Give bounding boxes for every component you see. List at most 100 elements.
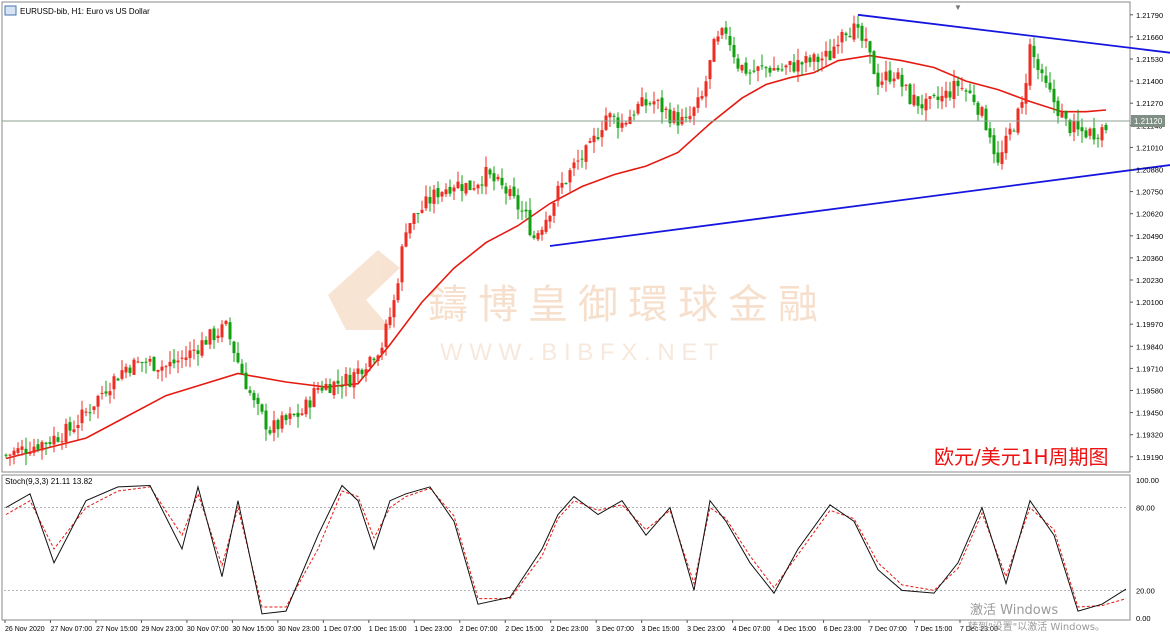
candle-bear [292, 414, 296, 416]
candle-bear [516, 195, 520, 210]
y-tick-label: 1.21400 [1136, 77, 1163, 86]
candle-bull [312, 388, 316, 407]
candle-bull [76, 425, 80, 429]
candle-bear [748, 72, 752, 74]
stoch-y-tick-label: 20.00 [1136, 586, 1155, 595]
candle-bull [716, 36, 720, 42]
candle-bear [948, 91, 952, 98]
current-price-tag [1131, 115, 1165, 127]
candle-bear [504, 186, 508, 194]
candle-bear [564, 183, 568, 185]
candle-bear [868, 41, 872, 53]
candle-bear [936, 96, 940, 101]
candle-bear [240, 363, 244, 374]
candle-bull [960, 87, 964, 89]
candle-bull [120, 370, 124, 379]
candle-bull [1072, 121, 1076, 133]
y-tick-label: 1.21790 [1136, 11, 1163, 20]
x-tick-label: 3 Dec 23:00 [687, 626, 725, 633]
candle-bull [592, 135, 596, 143]
candle-bear [520, 210, 524, 212]
candle-bear [252, 392, 256, 401]
candle-bull [624, 122, 628, 125]
candle-bull [544, 219, 548, 232]
stoch-y-tick-label: 80.00 [1136, 504, 1155, 513]
candle-bear [128, 367, 132, 374]
candle-bear [172, 359, 176, 364]
candle-bull [444, 189, 448, 195]
window-title: EURUSD-bib, H1: Euro vs US Dollar [20, 7, 150, 16]
candle-bull [20, 446, 24, 450]
candle-bull [852, 23, 856, 40]
candle-bull [124, 366, 128, 373]
y-tick-label: 1.21530 [1136, 55, 1163, 64]
candle-bear [760, 65, 764, 67]
candle-bear [1012, 130, 1016, 132]
candle-bull [156, 369, 160, 372]
candle-bull [148, 358, 152, 362]
candle-bear [336, 380, 340, 384]
candle-bull [772, 68, 776, 71]
x-tick-label: 3 Dec 15:00 [642, 626, 680, 633]
candle-bear [732, 44, 736, 58]
candle-bull [1088, 128, 1092, 136]
candle-bull [380, 347, 384, 354]
candle-bear [816, 56, 820, 63]
candle-bear [68, 422, 72, 431]
candle-bear [236, 352, 240, 363]
candle-bull [552, 203, 556, 216]
candle-bull [136, 361, 140, 363]
candle-bear [348, 374, 352, 387]
candle-bull [92, 406, 96, 411]
y-tick-label: 1.20360 [1136, 254, 1163, 263]
y-tick-label: 1.21660 [1136, 33, 1163, 42]
candle-bull [272, 420, 276, 433]
candle-bear [800, 62, 804, 65]
candle-bull [456, 181, 460, 189]
candle-bull [924, 98, 928, 111]
trendline-lower[interactable] [549, 159, 1170, 247]
activation-line1: 激活 Windows [970, 603, 1058, 618]
candle-bull [8, 454, 12, 456]
candle-bear [992, 135, 996, 155]
candle-bull [928, 96, 932, 99]
candle-bull [608, 113, 612, 118]
candle-bear [1056, 100, 1060, 116]
candle-bull [572, 162, 576, 169]
candle-bull [892, 78, 896, 82]
candle-bull [864, 38, 868, 42]
trendline-upper[interactable] [857, 13, 1170, 56]
candle-bull [940, 95, 944, 102]
candle-bear [1084, 130, 1088, 138]
candle-bull [452, 187, 456, 192]
candle-bull [536, 233, 540, 240]
y-tick-label: 1.19580 [1136, 387, 1163, 396]
candle-bull [160, 366, 164, 371]
candle-bull [656, 99, 660, 101]
candle-bull [384, 323, 388, 347]
candle-bull [100, 392, 104, 394]
candle-bear [1044, 75, 1048, 83]
candle-bear [512, 186, 516, 197]
candle-bear [736, 58, 740, 69]
candle-bear [448, 186, 452, 194]
candle-bull [756, 66, 760, 71]
y-tick-label: 1.21270 [1136, 99, 1163, 108]
candle-bear [212, 328, 216, 341]
candle-bear [996, 152, 1000, 163]
collapse-arrow-icon[interactable]: ▼ [954, 3, 962, 12]
window-icon [4, 5, 17, 16]
candle-bull [16, 448, 20, 453]
candle-bear [488, 169, 492, 175]
candle-bull [604, 115, 608, 130]
x-tick-label: 2 Dec 07:00 [460, 626, 498, 633]
candle-bull [72, 429, 76, 432]
candle-bear [1096, 137, 1100, 139]
candle-bear [580, 158, 584, 160]
candle-bull [304, 399, 308, 415]
candle-bear [308, 400, 312, 408]
x-tick-label: 29 Nov 23:00 [141, 626, 183, 633]
candle-bear [724, 27, 728, 34]
y-tick-label: 1.19320 [1136, 431, 1163, 440]
